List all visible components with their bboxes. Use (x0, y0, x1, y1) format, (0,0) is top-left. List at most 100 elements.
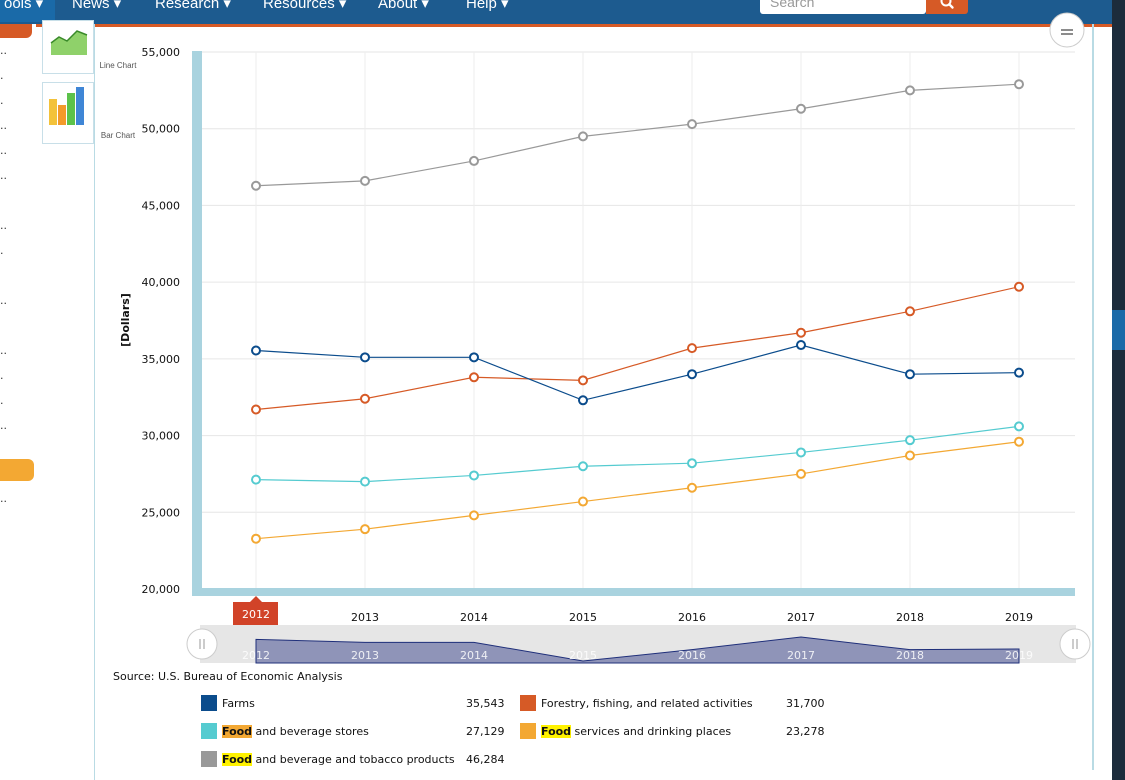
search-highlight: Food (222, 725, 253, 738)
y-tick-label: 25,000 (142, 506, 181, 519)
left-panel-top-tab[interactable] (0, 24, 32, 38)
data-point[interactable] (905, 450, 915, 461)
list-item-ellipsis[interactable]: . (0, 394, 4, 407)
data-point[interactable] (687, 458, 697, 469)
data-point[interactable] (1014, 281, 1024, 292)
data-point[interactable] (578, 461, 588, 472)
chart-menu-button[interactable] (1049, 12, 1085, 48)
navigator-ticks: 2012 2013 2014 2015 2016 2017 2018 2019 (242, 649, 1033, 662)
data-point[interactable] (578, 496, 588, 507)
navigator-left-handle[interactable] (186, 628, 218, 660)
legend-label: Forestry, fishing, and related activitie… (541, 697, 753, 710)
data-point[interactable] (687, 482, 697, 493)
bar-chart-icon (49, 87, 84, 125)
nav-help[interactable]: Help ▾ (466, 0, 509, 12)
legend-item-food-stores[interactable]: Food and beverage stores 27,129 (201, 722, 511, 740)
list-item-ellipsis[interactable]: .. (0, 44, 7, 57)
y-tick-label: 40,000 (142, 276, 181, 289)
data-point[interactable] (251, 533, 261, 544)
x-tick-label: 2013 (351, 611, 379, 624)
legend-value: 27,129 (466, 725, 505, 738)
selected-year-marker[interactable]: 2012 (233, 596, 278, 625)
data-point[interactable] (251, 345, 261, 356)
y-tick-label: 20,000 (142, 583, 181, 596)
data-point[interactable] (1014, 367, 1024, 378)
data-point[interactable] (796, 340, 806, 351)
series-line-food-products (255, 83, 1020, 187)
list-item-ellipsis[interactable]: . (0, 369, 4, 382)
data-point[interactable] (796, 447, 806, 458)
data-point[interactable] (360, 524, 370, 535)
data-point[interactable] (251, 404, 261, 415)
list-item-ellipsis[interactable]: .. (0, 492, 7, 505)
data-point[interactable] (905, 369, 915, 380)
data-point[interactable] (360, 352, 370, 363)
data-point[interactable] (687, 343, 697, 354)
data-point[interactable] (1014, 421, 1024, 432)
data-point[interactable] (905, 306, 915, 317)
data-point[interactable] (578, 131, 588, 142)
y-axis-ticks: 20,000 25,000 30,000 35,000 40,000 45,000 50,0… (142, 46, 181, 596)
nav-research[interactable]: Research ▾ (155, 0, 231, 12)
data-point[interactable] (796, 327, 806, 338)
bar-chart-label: Bar Chart (100, 131, 136, 140)
data-point[interactable] (360, 476, 370, 487)
data-point[interactable] (1014, 79, 1024, 90)
data-point[interactable] (687, 119, 697, 130)
x-axis-ticks: 2013 2014 2015 2016 2017 2018 2019 (351, 611, 1033, 624)
data-point[interactable] (905, 435, 915, 446)
data-point[interactable] (1014, 436, 1024, 447)
search-button[interactable] (926, 0, 968, 14)
legend-label-rest: services and drinking places (571, 725, 732, 738)
data-point[interactable] (251, 474, 261, 485)
nav-news[interactable]: News ▾ (72, 0, 122, 12)
list-item-selected[interactable] (0, 459, 34, 481)
line-chart-label: Line Chart (99, 61, 137, 70)
list-item-ellipsis[interactable]: .. (0, 169, 7, 182)
data-point[interactable] (796, 468, 806, 479)
data-point[interactable] (469, 352, 479, 363)
legend-item-farms[interactable]: Farms 35,543 (201, 694, 511, 712)
legend-value: 46,284 (466, 753, 505, 766)
y-axis-label: [Dollars] (119, 293, 132, 347)
list-item-ellipsis[interactable]: .. (0, 294, 7, 307)
data-point[interactable] (469, 372, 479, 383)
chart-panel-border (1092, 24, 1094, 770)
legend-item-forestry[interactable]: Forestry, fishing, and related activitie… (520, 694, 850, 712)
data-point[interactable] (469, 155, 479, 166)
nav-tools[interactable]: ools ▾ (0, 0, 56, 22)
data-point[interactable] (469, 470, 479, 481)
nav-resources[interactable]: Resources ▾ (263, 0, 347, 12)
list-item-ellipsis[interactable]: . (0, 69, 4, 82)
search-input[interactable]: Search (760, 0, 926, 14)
chart-legend: Farms 35,543 Forestry, fishing, and rela… (201, 694, 901, 774)
legend-item-food-services[interactable]: Food services and drinking places 23,278 (520, 722, 850, 740)
legend-value: 35,543 (466, 697, 505, 710)
left-collapsed-panel: .. . . .. .. .. .. . .. .. . . .. .. (0, 24, 36, 780)
data-point[interactable] (796, 103, 806, 114)
chart-type-panel: Line Chart Bar Chart (36, 20, 136, 780)
legend-swatch (520, 723, 536, 739)
line-chart-thumbnail[interactable]: Line Chart (42, 20, 136, 74)
list-item-ellipsis[interactable]: .. (0, 144, 7, 157)
data-point[interactable] (687, 369, 697, 380)
list-item-ellipsis[interactable]: .. (0, 219, 7, 232)
nav-about[interactable]: About ▾ (378, 0, 429, 12)
bar-chart-thumbnail[interactable]: Bar Chart (42, 82, 135, 144)
data-point[interactable] (905, 85, 915, 96)
data-point[interactable] (578, 395, 588, 406)
x-tick-label: 2017 (787, 611, 815, 624)
data-point[interactable] (360, 175, 370, 186)
data-point[interactable] (578, 375, 588, 386)
right-sidebar-tab[interactable] (1112, 310, 1125, 350)
data-point[interactable] (251, 180, 261, 191)
list-item-ellipsis[interactable]: .. (0, 119, 7, 132)
legend-item-food-products[interactable]: Food and beverage and tobacco products 4… (201, 750, 521, 768)
list-item-ellipsis[interactable]: .. (0, 419, 7, 432)
data-point[interactable] (360, 393, 370, 404)
data-point[interactable] (469, 510, 479, 521)
navigator-right-handle[interactable] (1059, 628, 1091, 660)
list-item-ellipsis[interactable]: . (0, 244, 4, 257)
list-item-ellipsis[interactable]: . (0, 94, 4, 107)
list-item-ellipsis[interactable]: .. (0, 344, 7, 357)
